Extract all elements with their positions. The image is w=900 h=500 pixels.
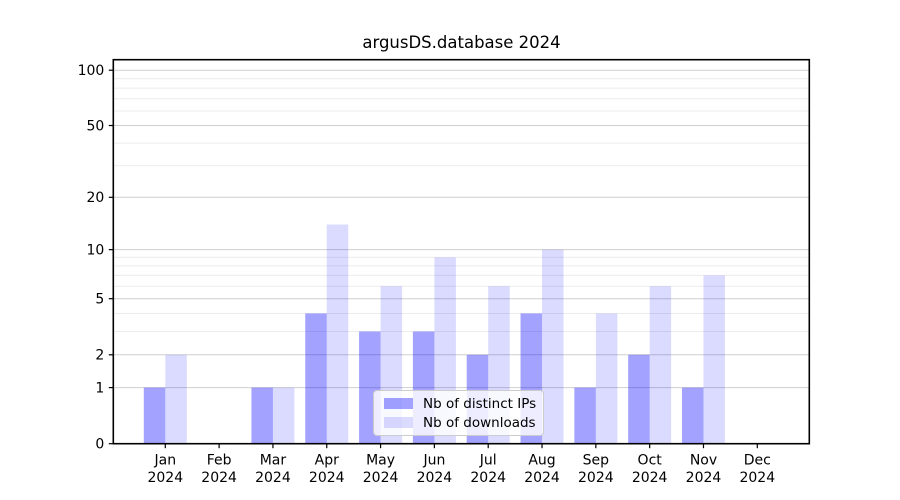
x-tick-label-month: Apr (315, 453, 339, 469)
x-tick-label-month: Sep (583, 453, 610, 469)
bar-downloads-jan (165, 354, 187, 444)
y-tick-label: 1 (95, 380, 104, 396)
y-tick-label: 5 (95, 291, 104, 307)
y-tick-label: 2 (95, 348, 104, 364)
y-tick-label: 50 (86, 118, 104, 134)
x-tick-label-month: Nov (690, 453, 717, 469)
y-tick-label: 10 (86, 242, 104, 258)
x-tick-label-month: Dec (744, 453, 771, 469)
bar-downloads-apr (326, 224, 349, 444)
bar-downloads-oct (649, 286, 672, 444)
x-tick-label-month: Oct (638, 453, 663, 469)
bar-distinct-ips-nov (681, 387, 704, 444)
bar-downloads-sep (595, 313, 618, 444)
chart-title: argusDS.database 2024 (362, 33, 561, 52)
x-tick-label-year: 2024 (470, 470, 506, 486)
legend: Nb of distinct IPs Nb of downloads (373, 390, 544, 436)
y-tick-label: 0 (95, 437, 104, 453)
bar-distinct-ips-sep (574, 387, 596, 444)
x-tick-label-year: 2024 (686, 470, 722, 486)
x-tick-label-year: 2024 (201, 470, 237, 486)
x-tick-label-year: 2024 (255, 470, 291, 486)
x-tick-label-month: Jul (479, 453, 497, 469)
x-tick-label-year: 2024 (578, 470, 614, 486)
bar-downloads-mar (272, 387, 295, 444)
x-tick-label-month: Aug (528, 453, 555, 469)
legend-swatch-downloads (384, 417, 413, 428)
x-tick-label-month: Jun (422, 453, 445, 469)
x-tick-label-year: 2024 (309, 470, 345, 486)
x-tick-label-year: 2024 (524, 470, 560, 486)
legend-swatch-distinct-ips (384, 398, 413, 409)
y-tick-label: 100 (78, 63, 105, 79)
bar-downloads-aug (542, 249, 564, 444)
bar-distinct-ips-oct (628, 354, 650, 444)
y-tick-label: 20 (86, 190, 104, 206)
x-tick-label-month: Jan (154, 453, 177, 469)
x-tick-label-month: May (366, 453, 395, 469)
x-tick-label-month: Mar (260, 453, 287, 469)
x-tick-label-year: 2024 (147, 470, 183, 486)
x-tick-label-year: 2024 (632, 470, 668, 486)
x-tick-label-year: 2024 (739, 470, 775, 486)
bar-distinct-ips-mar (251, 387, 273, 444)
legend-label-downloads: Nb of downloads (423, 414, 536, 431)
legend-item-downloads: Nb of downloads (384, 415, 543, 431)
legend-label-distinct-ips: Nb of distinct IPs (423, 395, 537, 412)
x-tick-label-month: Feb (207, 453, 232, 469)
x-tick-label-year: 2024 (363, 470, 399, 486)
bar-distinct-ips-jan (143, 387, 166, 444)
bar-downloads-nov (703, 275, 725, 444)
bar-distinct-ips-apr (305, 313, 327, 444)
legend-item-distinct-ips: Nb of distinct IPs (384, 396, 543, 412)
plot-border (112, 58, 811, 445)
x-tick-label-year: 2024 (417, 470, 453, 486)
